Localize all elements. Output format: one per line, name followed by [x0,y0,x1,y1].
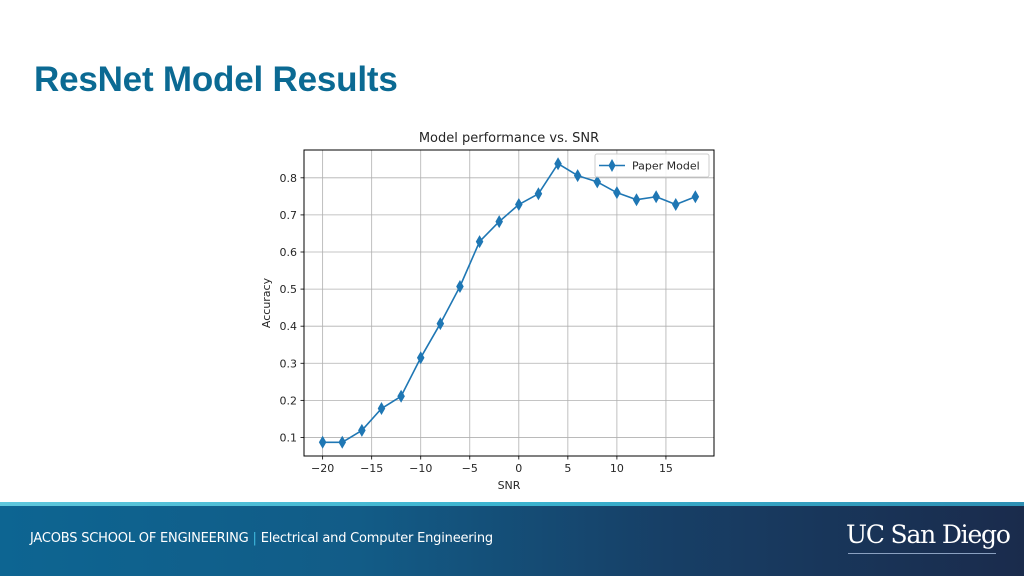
data-point-diamond-icon [534,187,543,201]
data-point-diamond-icon [338,435,347,449]
x-tick-label: −15 [360,462,383,475]
data-point-diamond-icon [377,402,386,416]
data-point-diamond-icon [495,215,503,229]
slide-title: ResNet Model Results [34,60,398,99]
y-tick-label: 0.1 [280,431,298,444]
y-axis-label: Accuracy [260,277,273,328]
data-point-diamond-icon [652,190,660,204]
chart-legend: Paper Model [594,153,710,178]
data-point-diamond-icon [691,190,700,204]
legend-label: Paper Model [632,160,700,173]
x-tick-label: −5 [462,462,478,475]
data-point-diamond-icon [573,169,582,183]
x-tick-label: 5 [564,462,571,475]
y-tick-label: 0.2 [280,394,298,407]
data-point-diamond-icon [397,389,405,403]
x-tick-label: 0 [515,462,522,475]
school-name: JACOBS SCHOOL OF ENGINEERING [30,531,249,546]
legend-diamond-marker-icon [608,158,616,173]
y-tick-label: 0.4 [280,320,298,333]
plot-area-frame [303,149,715,457]
x-tick-label: 10 [610,462,624,475]
data-point-diamond-icon [475,235,484,249]
department-name: Electrical and Computer Engineering [260,531,493,546]
chart-title: Model performance vs. SNR [419,131,599,146]
accuracy-vs-snr-chart: Model performance vs. SNR −20 −15 −10 −5 0 5 1… [250,125,730,495]
footer-accent-stripe [0,502,1024,506]
data-point-diamond-icon [613,186,621,200]
data-point-diamond-icon [671,198,680,212]
chart-axis-ticks: −20 −15 −10 −5 0 5 10 15 0.1 0.2 0.3 0.4 0.5 0.6 0.7 0.… [280,172,673,475]
x-tick-label: −10 [409,462,432,475]
footer-affiliation: JACOBS SCHOOL OF ENGINEERING | Electrical … [30,531,493,546]
series-paper-model [318,157,700,449]
data-point-diamond-icon [358,423,366,437]
y-tick-label: 0.3 [280,357,298,370]
logo-underline [848,553,996,554]
footer-bar [0,502,1024,576]
footer-separator: | [252,531,257,546]
y-tick-label: 0.8 [280,172,298,185]
data-point-diamond-icon [456,280,464,293]
data-point-diamond-icon [318,435,327,449]
chart-gridlines [304,150,714,456]
ucsd-logo: UC San Diego [846,520,1011,549]
x-tick-label: 15 [659,462,673,475]
data-point-diamond-icon [593,175,602,189]
x-axis-label: SNR [498,479,521,492]
data-point-diamond-icon [436,317,445,331]
data-point-diamond-icon [554,157,562,171]
x-tick-label: −20 [311,462,334,475]
y-tick-label: 0.5 [280,283,298,296]
y-tick-label: 0.6 [280,246,298,259]
data-point-diamond-icon [515,198,523,212]
data-point-diamond-icon [416,351,425,365]
data-point-diamond-icon [632,193,641,207]
y-tick-label: 0.7 [280,209,298,222]
